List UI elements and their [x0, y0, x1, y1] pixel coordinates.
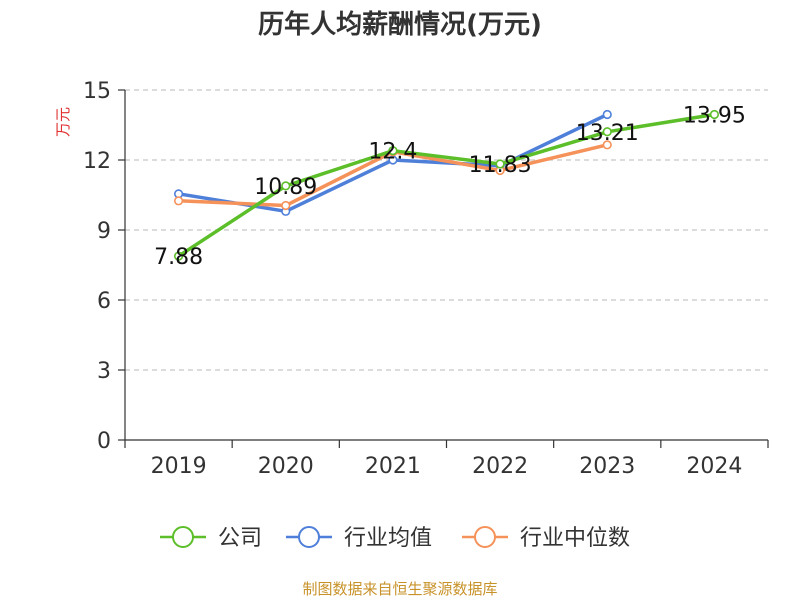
legend: 公司 行业均值 行业中位数 [160, 526, 630, 551]
axis-layer: 0 3 6 9 12 15 2019 2020 2021 2022 2023 2024 [83, 79, 769, 479]
y-tick-label: 9 [97, 219, 111, 244]
y-tick-label: 0 [97, 429, 111, 454]
data-point [709, 109, 720, 120]
data-point [388, 146, 398, 156]
data-point [602, 140, 612, 150]
legend-label: 行业中位数 [520, 526, 630, 551]
x-tick-label: 2021 [365, 454, 421, 479]
data-point [173, 251, 184, 261]
y-tick-label: 3 [97, 359, 111, 384]
data-point [495, 159, 505, 169]
data-label: 11.83 [469, 153, 532, 178]
source-note: 制图数据来自恒生聚源数据库 [302, 580, 497, 598]
legend-label: 公司 [218, 526, 262, 551]
data-label: 13.21 [576, 121, 639, 146]
legend-swatch-marker [298, 526, 320, 548]
legend-swatch-marker [474, 526, 496, 548]
data-point [281, 181, 291, 191]
x-tick-label: 2019 [151, 454, 207, 479]
x-tick-label: 2024 [686, 454, 742, 479]
series-layer [173, 109, 720, 261]
grid-layer [125, 89, 768, 371]
chart-title: 历年人均薪酬情况(万元) [258, 9, 542, 40]
y-tick-label: 12 [83, 149, 111, 174]
y-axis-label: 万元 [54, 107, 72, 137]
x-tick-label: 2023 [579, 454, 635, 479]
data-label: 12.4 [368, 140, 417, 165]
x-tick-label: 2022 [472, 454, 528, 479]
x-tick-label: 2020 [258, 454, 314, 479]
y-tick-label: 15 [83, 79, 111, 104]
data-point [602, 109, 612, 120]
series-line-0 [176, 112, 717, 258]
y-tick-label: 6 [97, 289, 111, 314]
legend-swatch-marker [172, 526, 194, 548]
data-point [602, 127, 612, 137]
legend-label: 行业均值 [344, 526, 432, 551]
data-point [173, 196, 184, 206]
data-label: 10.89 [254, 175, 317, 200]
data-label-layer: 7.88 10.89 12.4 11.83 13.21 13.95 [154, 104, 746, 271]
data-label: 7.88 [154, 245, 203, 270]
data-point [281, 200, 291, 211]
data-label: 13.95 [683, 104, 746, 129]
